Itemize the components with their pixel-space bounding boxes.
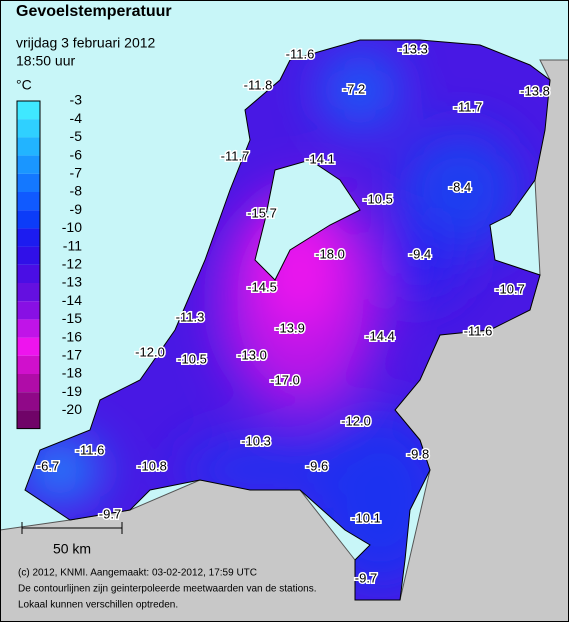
legend-swatch [17, 210, 40, 229]
legend-label: -7 [70, 165, 83, 181]
station-label: -14.5 [247, 279, 277, 294]
legend-label: -12 [62, 256, 82, 272]
station-label: -9.7 [355, 570, 377, 585]
station-label: -9.6 [306, 458, 328, 473]
date: vrijdag 3 februari 2012 [16, 35, 156, 51]
station-label: -18.0 [315, 246, 345, 261]
time: 18:50 uur [16, 53, 75, 69]
legend-unit: °C [16, 77, 32, 93]
legend-swatch [17, 319, 40, 338]
legend-label: -3 [70, 92, 83, 108]
legend-swatch [17, 246, 40, 265]
station-label: -11.7 [454, 99, 483, 114]
station-label: -11.6 [464, 323, 493, 338]
legend-swatch [17, 137, 40, 156]
station-label: -15.7 [247, 205, 277, 220]
legend-label: -13 [62, 274, 82, 290]
station-label: -10.5 [177, 351, 207, 366]
legend-label: -8 [70, 183, 83, 199]
legend-swatch [17, 355, 40, 374]
legend-swatch [17, 101, 40, 120]
legend-label: -17 [62, 347, 82, 363]
station-label: -10.1 [351, 510, 381, 525]
legend-label: -5 [70, 128, 83, 144]
station-label: -10.5 [363, 191, 393, 206]
legend-swatch [17, 192, 40, 211]
legend-label: -18 [62, 365, 82, 381]
station-label: -7.2 [343, 81, 365, 96]
legend-label: -16 [62, 328, 82, 344]
legend-swatch [17, 392, 40, 411]
legend-label: -10 [62, 219, 82, 235]
footer-line: Lokaal kunnen verschillen optreden. [18, 600, 178, 611]
station-label: -14.1 [305, 151, 335, 166]
station-label: -14.4 [365, 328, 395, 343]
legend-label: -15 [62, 310, 82, 326]
legend-label: -6 [70, 146, 83, 162]
legend-swatch [17, 410, 40, 429]
station-label: -9.7 [99, 506, 121, 521]
station-label: -9.8 [407, 446, 429, 461]
station-label: -11.6 [76, 442, 105, 457]
station-label: -11.7 [221, 148, 250, 163]
legend-swatch [17, 301, 40, 320]
station-label: -12.0 [341, 413, 371, 428]
station-label: -13.0 [237, 347, 267, 362]
station-label: -13.8 [520, 83, 550, 98]
scale-label: 50 km [53, 541, 91, 557]
station-label: -10.8 [137, 458, 167, 473]
legend-swatch [17, 264, 40, 283]
station-label: -12.0 [135, 344, 165, 359]
legend-label: -9 [70, 201, 83, 217]
stations: -11.6 -13.3 -11.8 -7.2 -13.8 -11.7 -11.7 -14.1 -… [35, 40, 551, 587]
station-label: -9.4 [409, 246, 431, 261]
legend-label: -20 [62, 401, 82, 417]
legend-swatch [17, 119, 40, 138]
legend: -3 -4 -5 -6 -7 -8 -9 -10 -11 -12 -13 -14 -15 -16 -17 -1… [16, 92, 83, 430]
footer-line: (c) 2012, KNMI. Aangemaakt: 03-02-2012, … [18, 568, 257, 579]
legend-label: -4 [70, 110, 83, 126]
legend-label: -11 [63, 237, 82, 253]
station-label: -11.3 [176, 309, 205, 324]
station-label: -13.3 [398, 41, 428, 56]
station-label: -8.4 [449, 179, 471, 194]
legend-swatch [17, 155, 40, 174]
legend-swatch [17, 173, 40, 192]
station-label: -10.3 [241, 433, 271, 448]
legend-label: -19 [62, 383, 82, 399]
station-label: -17.0 [270, 372, 300, 387]
ijsselmeer [254, 159, 361, 281]
legend-swatch [17, 283, 40, 302]
legend-frame [16, 100, 41, 430]
station-label: -11.8 [244, 77, 273, 92]
footer: (c) 2012, KNMI. Aangemaakt: 03-02-2012, … [18, 568, 317, 611]
legend-label: -14 [62, 292, 82, 308]
legend-swatch [17, 228, 40, 247]
station-label: -11.6 [286, 46, 315, 61]
legend-swatch [17, 374, 40, 393]
footer-line: De contourlijnen zijn geinterpoleerde me… [18, 584, 317, 595]
station-label: -6.7 [37, 458, 59, 473]
station-label: -10.7 [495, 281, 525, 296]
legend-swatch [17, 337, 40, 356]
station-label: -13.9 [275, 320, 305, 335]
title: Gevoelstemperatuur [16, 3, 172, 20]
